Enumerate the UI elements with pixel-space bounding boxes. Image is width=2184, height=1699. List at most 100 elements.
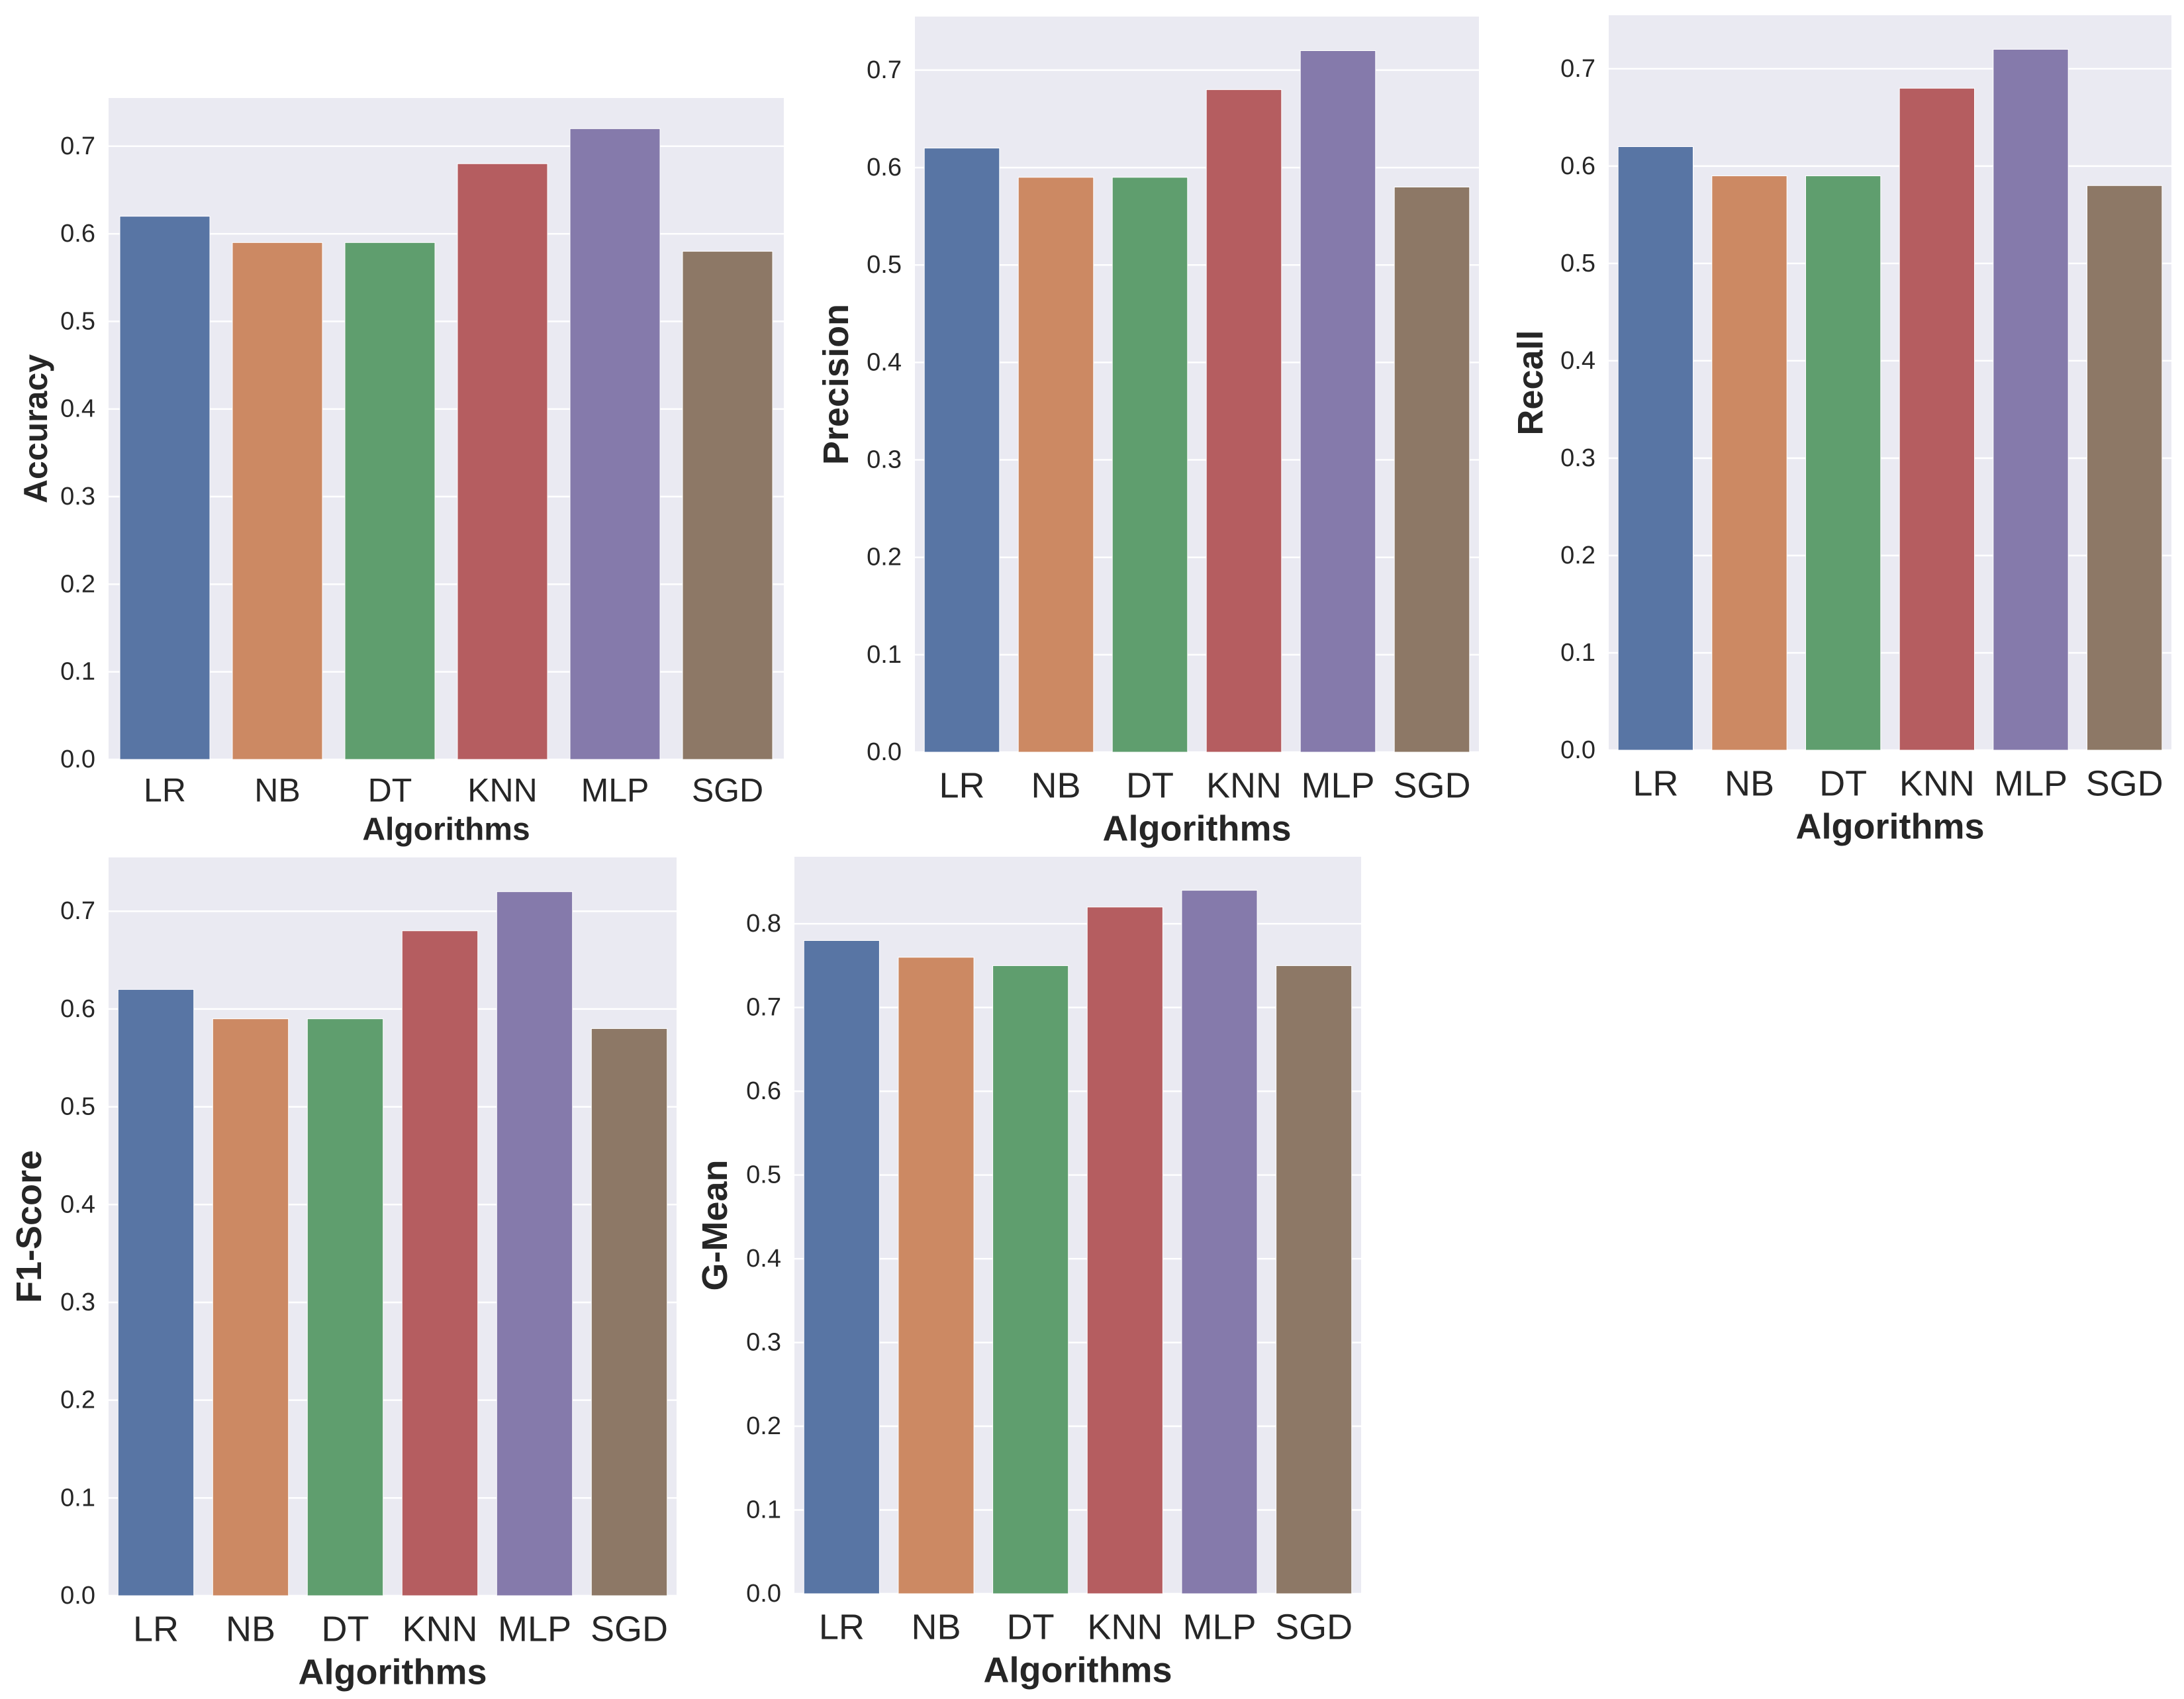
g-mean-bar-mlp — [1181, 890, 1258, 1594]
precision-y-tick-label: 0.6 — [867, 154, 902, 181]
g-mean-gridlines — [794, 922, 1361, 1595]
recall-y-ticks: 0.0 0.1 0.2 0.3 0.4 0.5 0.6 0.7 — [1560, 55, 1595, 764]
precision-gridlines — [915, 69, 1479, 753]
recall-y-tick-label: 0.2 — [1560, 542, 1595, 569]
accuracy-y-tick-label: 0.7 — [60, 132, 95, 160]
f1-score-x-ticks: LR NB DT KNN MLP SGD — [133, 1610, 668, 1649]
f1-score-bar-sgd — [591, 1028, 668, 1596]
accuracy-bar-sgd — [682, 251, 773, 760]
f1-score-x-axis-title: Algorithms — [298, 1652, 487, 1692]
accuracy-x-tick-label: SGD — [692, 772, 763, 809]
g-mean-x-tick-label: KNN — [1087, 1608, 1163, 1647]
accuracy-bars — [119, 128, 773, 760]
accuracy-y-tick-label: 0.4 — [60, 395, 95, 423]
recall-x-tick-label: DT — [1819, 764, 1867, 804]
f1-score-bar-lr — [117, 989, 195, 1596]
accuracy-bar-mlp — [569, 128, 661, 760]
f1-score-bar-mlp — [496, 891, 573, 1596]
accuracy-chart: 0.0 0.1 0.2 0.3 0.4 0.5 0.6 0.7 LR NB DT KNN MLP SGD… — [17, 98, 784, 848]
recall-bar-dt — [1805, 175, 1881, 751]
g-mean-bar-nb — [898, 957, 974, 1594]
g-mean-x-tick-label: SGD — [1275, 1608, 1353, 1647]
accuracy-bar-dt — [344, 242, 436, 760]
f1-score-chart: 0.0 0.1 0.2 0.3 0.4 0.5 0.6 0.7 LR NB DT KNN MLP SGD… — [9, 857, 677, 1692]
recall-y-tick-label: 0.1 — [1560, 639, 1595, 667]
precision-chart: 0.0 0.1 0.2 0.3 0.4 0.5 0.6 0.7 LR NB DT KNN MLP SGD… — [816, 17, 1479, 848]
g-mean-y-tick-label: 0.1 — [746, 1496, 781, 1524]
accuracy-plot-area — [109, 98, 784, 759]
g-mean-bar-knn — [1086, 906, 1163, 1594]
accuracy-y-tick-label: 0.1 — [60, 658, 95, 686]
g-mean-bar-dt — [992, 965, 1069, 1594]
accuracy-bar-knn — [457, 163, 548, 760]
precision-y-tick-label: 0.1 — [867, 641, 902, 669]
accuracy-x-ticks: LR NB DT KNN MLP SGD — [144, 772, 763, 809]
precision-y-axis-title: Precision — [816, 304, 856, 465]
accuracy-bar-lr — [119, 216, 211, 760]
recall-y-tick-label: 0.3 — [1560, 444, 1595, 472]
g-mean-chart: 0.0 0.1 0.2 0.3 0.4 0.5 0.6 0.7 0.8 LR NB DT KNN MLP… — [695, 857, 1361, 1690]
recall-bar-sgd — [2087, 185, 2163, 751]
g-mean-y-tick-label: 0.0 — [746, 1580, 781, 1608]
f1-score-x-tick-label: KNN — [402, 1610, 477, 1649]
f1-score-y-tick-label: 0.6 — [60, 995, 95, 1023]
g-mean-x-axis-title: Algorithms — [983, 1650, 1172, 1690]
f1-score-x-tick-label: DT — [322, 1610, 369, 1649]
f1-score-x-tick-label: MLP — [498, 1610, 571, 1649]
f1-score-bar-nb — [212, 1018, 289, 1596]
precision-bar-dt — [1112, 177, 1188, 753]
accuracy-x-tick-label: DT — [368, 772, 412, 809]
accuracy-y-ticks: 0.0 0.1 0.2 0.3 0.4 0.5 0.6 0.7 — [60, 132, 95, 773]
accuracy-bar-nb — [232, 242, 323, 760]
recall-y-tick-label: 0.7 — [1560, 55, 1595, 83]
accuracy-x-axis-title: Algorithms — [362, 812, 530, 848]
accuracy-y-tick-label: 0.3 — [60, 483, 95, 510]
g-mean-y-axis-title: G-Mean — [695, 1159, 735, 1290]
g-mean-plot-area — [794, 857, 1361, 1594]
accuracy-x-tick-label: NB — [254, 772, 300, 809]
precision-bar-mlp — [1300, 50, 1376, 753]
g-mean-x-ticks: LR NB DT KNN MLP SGD — [819, 1608, 1353, 1647]
recall-x-tick-label: KNN — [1899, 764, 1975, 804]
recall-x-tick-label: MLP — [1994, 764, 2067, 804]
recall-x-tick-label: LR — [1633, 764, 1678, 804]
f1-score-x-tick-label: NB — [226, 1610, 275, 1649]
recall-bar-lr — [1617, 146, 1694, 751]
precision-x-tick-label: NB — [1031, 766, 1080, 806]
accuracy-y-tick-label: 0.6 — [60, 220, 95, 248]
f1-score-x-tick-label: LR — [133, 1610, 179, 1649]
recall-x-tick-label: SGD — [2086, 764, 2163, 804]
f1-score-y-ticks: 0.0 0.1 0.2 0.3 0.4 0.5 0.6 0.7 — [60, 897, 95, 1610]
accuracy-y-tick-label: 0.2 — [60, 570, 95, 598]
g-mean-y-tick-label: 0.8 — [746, 910, 781, 938]
g-mean-y-tick-label: 0.3 — [746, 1329, 781, 1357]
f1-score-plot-area — [109, 857, 677, 1596]
recall-y-axis-title: Recall — [1511, 330, 1550, 435]
recall-bar-mlp — [1993, 48, 2069, 751]
precision-bar-nb — [1018, 177, 1094, 753]
g-mean-x-tick-label: MLP — [1182, 1608, 1256, 1647]
precision-x-tick-label: LR — [939, 766, 984, 806]
accuracy-x-tick-label: LR — [144, 772, 186, 809]
g-mean-bar-sgd — [1276, 965, 1353, 1594]
f1-score-y-axis-title: F1-Score — [9, 1150, 49, 1303]
f1-score-y-tick-label: 0.4 — [60, 1190, 95, 1218]
precision-x-ticks: LR NB DT KNN MLP SGD — [939, 766, 1470, 806]
recall-x-axis-title: Algorithms — [1795, 806, 1984, 846]
recall-bars — [1617, 48, 2163, 751]
recall-y-tick-label: 0.4 — [1560, 347, 1595, 375]
g-mean-x-tick-label: DT — [1007, 1608, 1055, 1647]
precision-bar-lr — [924, 148, 1000, 753]
f1-score-bar-knn — [401, 930, 479, 1596]
precision-x-tick-label: SGD — [1393, 766, 1470, 806]
f1-score-bars — [117, 891, 668, 1596]
f1-score-y-tick-label: 0.7 — [60, 897, 95, 925]
recall-bar-knn — [1899, 87, 1975, 751]
f1-score-y-tick-label: 0.0 — [60, 1582, 95, 1610]
precision-bars — [924, 50, 1470, 753]
f1-score-y-tick-label: 0.2 — [60, 1386, 95, 1414]
recall-y-tick-label: 0.5 — [1560, 250, 1595, 277]
f1-score-y-tick-label: 0.3 — [60, 1288, 95, 1316]
accuracy-x-tick-label: MLP — [581, 772, 649, 809]
recall-y-tick-label: 0.0 — [1560, 736, 1595, 764]
